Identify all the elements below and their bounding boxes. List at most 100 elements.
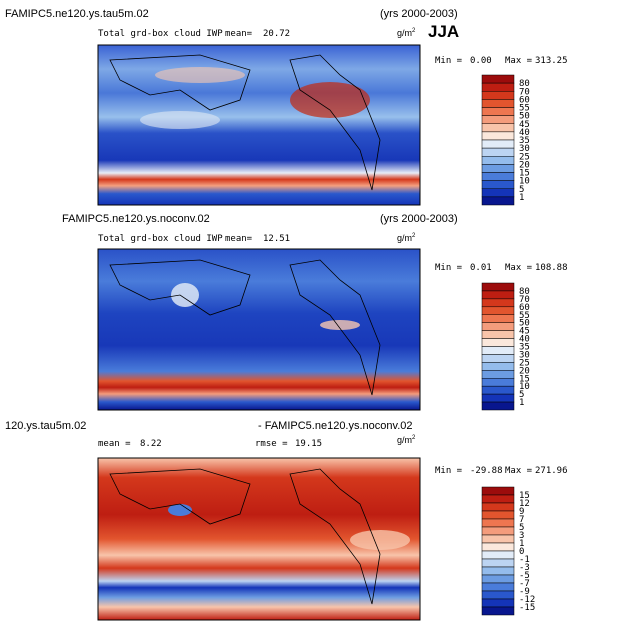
units-power: 2	[412, 435, 416, 441]
colorbar-label: 1	[519, 539, 524, 549]
colorbar-label: 10	[519, 382, 530, 392]
map-feature	[290, 82, 370, 118]
max-label: Max =	[505, 466, 533, 476]
colorbar-box	[481, 346, 515, 355]
colorbar-label: -12	[519, 595, 535, 605]
rmse-value: 19.15	[295, 439, 322, 449]
coastline	[289, 54, 381, 191]
colorbar-label: 45	[519, 120, 530, 130]
colorbar-box	[481, 290, 515, 300]
max-value: 271.96	[535, 466, 568, 476]
colorbar-label: 15	[519, 374, 530, 384]
years: (yrs 2000-2003)	[380, 213, 458, 225]
coastline	[289, 468, 381, 605]
colorbar-box	[481, 123, 515, 133]
units: g/m2	[397, 28, 416, 38]
colorbar-label: 60	[519, 95, 530, 105]
rmse-label: rmse =	[255, 439, 288, 449]
map-feature	[171, 283, 199, 307]
colorbar-box	[481, 582, 515, 592]
mean-label: mean =	[98, 439, 131, 449]
coastline	[109, 259, 251, 316]
colorbar-label: 7	[519, 515, 524, 525]
colorbar-label: -15	[519, 603, 535, 613]
subtitle: Total grd-box cloud IWP	[98, 29, 223, 39]
colorbar-box	[481, 282, 515, 292]
colorbar-label: 35	[519, 136, 530, 146]
colorbar-label: 25	[519, 152, 530, 162]
colorbar-box	[481, 131, 515, 141]
colorbar-box	[481, 147, 515, 157]
colorbar-label: -5	[519, 571, 530, 581]
years: (yrs 2000-2003)	[380, 8, 458, 20]
colorbar-label: -3	[519, 563, 530, 573]
units-power: 2	[412, 233, 416, 239]
units-text: g/m	[397, 28, 412, 38]
colorbar-box	[481, 401, 515, 411]
colorbar-box	[481, 510, 515, 520]
colorbar-label: 5	[519, 523, 524, 533]
colorbar-box	[481, 164, 515, 173]
subtitle: Total grd-box cloud IWP	[98, 234, 223, 244]
colorbar-label: 25	[519, 358, 530, 368]
colorbar-label: 50	[519, 319, 530, 329]
colorbar-box	[481, 542, 515, 552]
colorbar-label: 20	[519, 160, 530, 170]
colorbar-box	[481, 526, 515, 536]
colorbar-box	[481, 107, 515, 116]
map	[97, 248, 421, 411]
colorbar-label: 45	[519, 327, 530, 337]
mean-label: mean=	[225, 29, 253, 39]
colorbar-box	[481, 558, 515, 568]
colorbar-box	[481, 370, 515, 379]
colorbar-box	[481, 385, 515, 395]
coastline	[109, 468, 251, 525]
units-text: g/m	[397, 435, 412, 445]
coastline	[289, 259, 381, 396]
colorbar-label: 15	[519, 169, 530, 179]
colorbar-label: 40	[519, 335, 530, 345]
min-label: Min =	[435, 466, 463, 476]
colorbar-box	[481, 172, 515, 181]
colorbar-label: 80	[519, 79, 530, 89]
colorbar-box	[481, 338, 515, 347]
min-value: 0.00	[470, 56, 492, 66]
colorbar-box	[481, 362, 515, 371]
colorbar-label: 50	[519, 112, 530, 122]
colorbar-label: 60	[519, 303, 530, 313]
colorbar-label: 0	[519, 547, 524, 557]
colorbar-label: 5	[519, 185, 524, 195]
map	[97, 457, 421, 621]
map-feature	[350, 530, 410, 550]
min-label: Min =	[435, 56, 463, 66]
colorbar-box	[481, 91, 515, 100]
map-field	[97, 248, 421, 411]
colorbar-label: 1	[519, 193, 524, 203]
colorbar-box	[481, 550, 515, 560]
colorbar-box	[481, 502, 515, 512]
units: g/m2	[397, 233, 416, 243]
colorbar-box	[481, 314, 515, 323]
max-label: Max =	[505, 263, 533, 273]
colorbar-label: 9	[519, 507, 524, 517]
panel-title-2: - FAMIPC5.ne120.ys.noconv.02	[258, 420, 413, 432]
colorbar-box	[481, 574, 515, 584]
max-value: 313.25	[535, 56, 568, 66]
colorbar-label: 35	[519, 343, 530, 353]
colorbar-label: 40	[519, 128, 530, 138]
colorbar-box	[481, 494, 515, 504]
colorbar-box	[481, 598, 515, 608]
colorbar-box	[481, 322, 515, 331]
panel-title: FAMIPC5.ne120.ys.noconv.02	[62, 213, 210, 225]
colorbar-box	[481, 180, 515, 189]
colorbar-box	[481, 306, 515, 315]
colorbar-label: 70	[519, 295, 530, 305]
map-feature	[168, 504, 192, 516]
max-value: 108.88	[535, 263, 568, 273]
colorbar-label: 30	[519, 350, 530, 360]
colorbar-box	[481, 115, 515, 124]
max-label: Max =	[505, 56, 533, 66]
colorbar-label: 10	[519, 177, 530, 187]
